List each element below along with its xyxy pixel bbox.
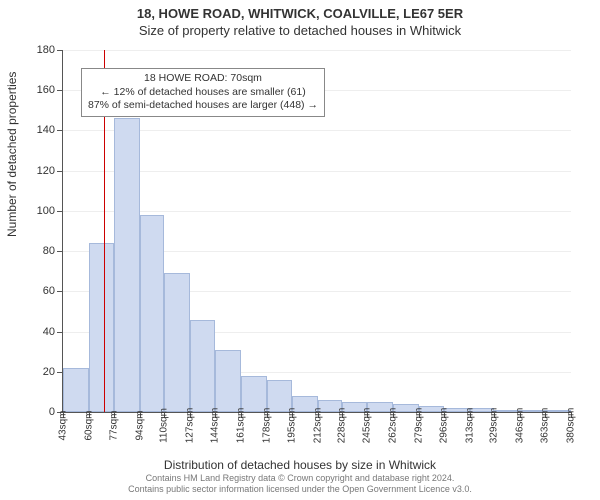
y-tick-label: 0 — [49, 406, 55, 418]
x-tick-label: 279sqm — [413, 408, 424, 444]
x-tick-label: 363sqm — [540, 408, 551, 444]
y-tick-label: 20 — [43, 366, 55, 378]
x-tick-label: 296sqm — [439, 408, 450, 444]
x-tick-label: 195sqm — [287, 408, 298, 444]
x-tick-label: 161sqm — [235, 408, 246, 444]
footer-line: Contains HM Land Registry data © Crown c… — [0, 473, 600, 485]
x-tick-label: 178sqm — [261, 408, 272, 444]
x-tick-label: 329sqm — [489, 408, 500, 444]
y-tick — [57, 211, 63, 212]
histogram-bar — [164, 273, 190, 412]
x-tick-label: 313sqm — [465, 408, 476, 444]
x-tick-label: 380sqm — [566, 408, 577, 444]
histogram-bar — [140, 215, 164, 412]
x-tick-label: 94sqm — [134, 410, 145, 440]
y-tick — [57, 291, 63, 292]
x-tick-label: 110sqm — [158, 408, 169, 443]
y-tick-label: 180 — [37, 44, 55, 56]
annotation-box: 18 HOWE ROAD: 70sqm ← 12% of detached ho… — [81, 68, 325, 117]
y-tick — [57, 332, 63, 333]
histogram-bar — [63, 368, 89, 412]
chart-plot-area: 02040608010012014016018043sqm60sqm77sqm9… — [62, 50, 571, 413]
annotation-line: 18 HOWE ROAD: 70sqm — [88, 72, 318, 86]
footer-line: Contains public sector information licen… — [0, 484, 600, 496]
chart-title-main: 18, HOWE ROAD, WHITWICK, COALVILLE, LE67… — [0, 0, 600, 21]
y-tick-label: 40 — [43, 326, 55, 338]
y-tick-label: 80 — [43, 245, 55, 257]
histogram-bar — [215, 350, 241, 412]
annotation-line: ← 12% of detached houses are smaller (61… — [88, 86, 318, 100]
x-tick-label: 212sqm — [312, 408, 323, 444]
y-tick-label: 60 — [43, 285, 55, 297]
y-tick-label: 100 — [37, 205, 55, 217]
y-tick — [57, 90, 63, 91]
x-tick-label: 262sqm — [388, 408, 399, 444]
y-tick-label: 120 — [37, 165, 55, 177]
x-tick-label: 144sqm — [210, 408, 221, 444]
y-tick — [57, 130, 63, 131]
x-tick-label: 60sqm — [83, 410, 94, 440]
chart-container: 18, HOWE ROAD, WHITWICK, COALVILLE, LE67… — [0, 0, 600, 500]
y-tick-label: 140 — [37, 124, 55, 136]
x-tick-label: 127sqm — [184, 408, 195, 444]
histogram-bar — [89, 243, 115, 412]
y-tick — [57, 50, 63, 51]
annotation-line: 87% of semi-detached houses are larger (… — [88, 99, 318, 113]
y-tick-label: 160 — [37, 84, 55, 96]
y-tick — [57, 251, 63, 252]
x-tick-label: 77sqm — [109, 410, 120, 440]
histogram-bar — [114, 118, 140, 412]
y-axis-label: Number of detached properties — [5, 72, 19, 237]
x-tick-label: 245sqm — [362, 408, 373, 444]
x-tick-label: 228sqm — [336, 408, 347, 444]
x-tick-label: 346sqm — [514, 408, 525, 444]
x-axis-label: Distribution of detached houses by size … — [0, 458, 600, 472]
histogram-bar — [190, 320, 216, 413]
chart-title-sub: Size of property relative to detached ho… — [0, 21, 600, 38]
grid-line — [63, 50, 571, 51]
footer-attribution: Contains HM Land Registry data © Crown c… — [0, 473, 600, 496]
histogram-bar — [241, 376, 267, 412]
x-tick-label: 43sqm — [58, 410, 69, 440]
y-tick — [57, 171, 63, 172]
